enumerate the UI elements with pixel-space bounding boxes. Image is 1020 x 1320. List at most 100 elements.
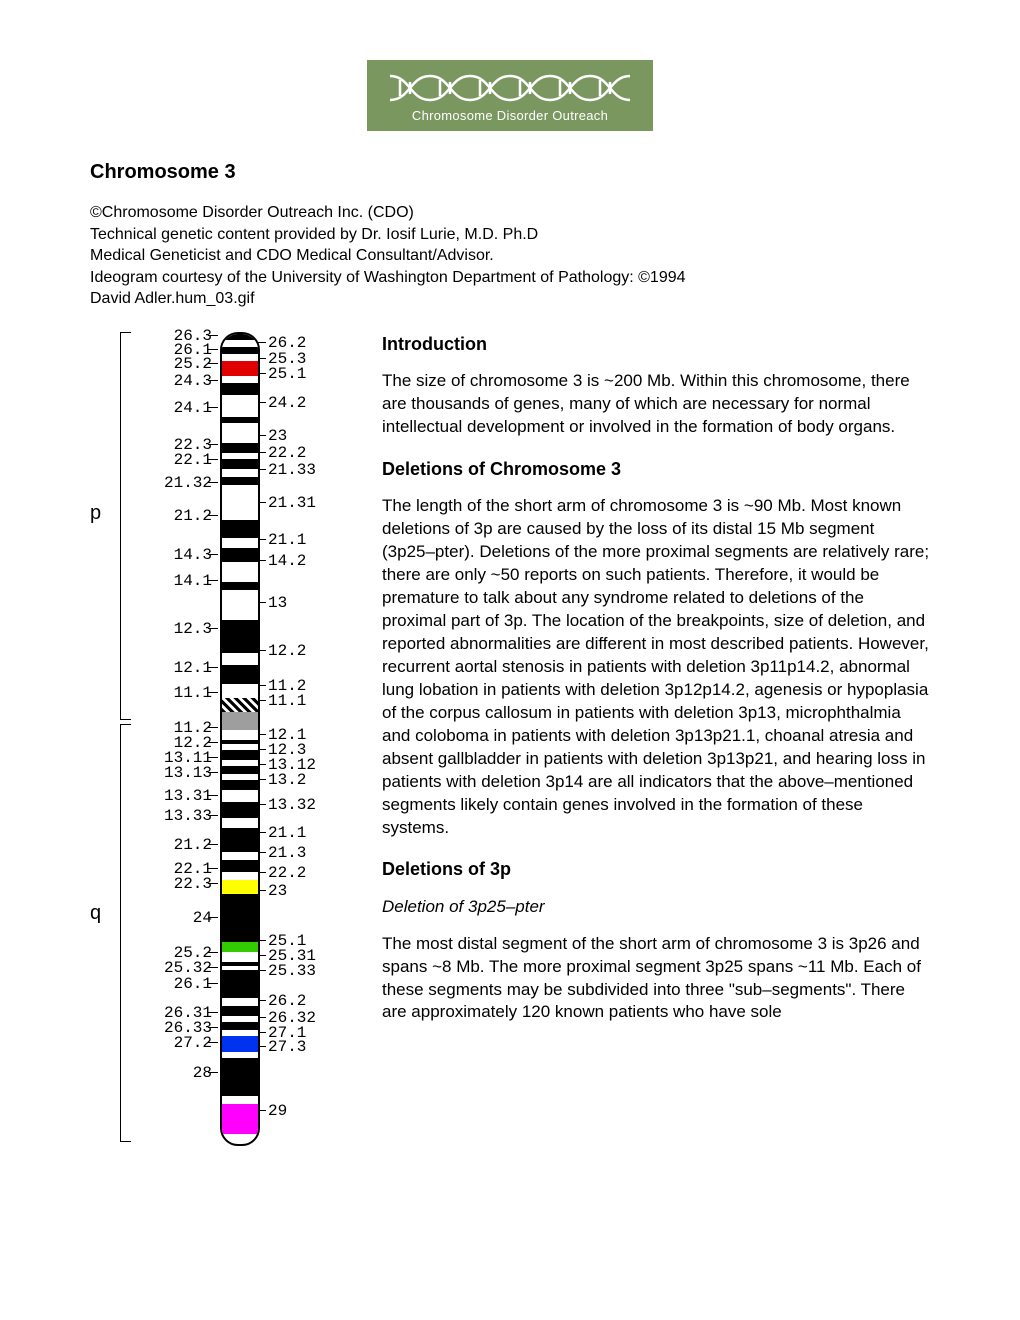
band-label-left: 12.3 (174, 620, 212, 638)
band-label-right: 22.2 (268, 444, 306, 462)
band-label-left: 21.2 (174, 507, 212, 525)
meta-line: David Adler.hum_03.gif (90, 288, 930, 310)
tick-right (258, 1000, 266, 1001)
band-label-left: 28 (193, 1064, 212, 1082)
band-label-left: 14.1 (174, 572, 212, 590)
tick-left (208, 844, 218, 845)
band-label-left: 13.31 (164, 787, 212, 805)
tick-left (208, 1012, 218, 1013)
tick-right (258, 955, 266, 956)
page: Chromosome Disorder Outreach Chromosome … (0, 0, 1020, 1182)
band-label-left: 22.3 (174, 875, 212, 893)
tick-right (258, 685, 266, 686)
tick-left (208, 380, 218, 381)
band-label-left: 26.1 (174, 975, 212, 993)
tick-left (208, 1042, 218, 1043)
band-label-left: 25.2 (174, 355, 212, 373)
deletion-3p25-heading: Deletion of 3p25–pter (382, 896, 930, 919)
band (222, 860, 258, 872)
band (222, 970, 258, 998)
intro-paragraph: The size of chromosome 3 is ~200 Mb. Wit… (382, 370, 930, 439)
tick-left (208, 459, 218, 460)
band-label-left: 24.3 (174, 372, 212, 390)
band-label-right: 13 (268, 594, 287, 612)
tick-right (258, 402, 266, 403)
tick-left (208, 515, 218, 516)
meta-line: Medical Geneticist and CDO Medical Consu… (90, 245, 930, 267)
deletions-chr3-heading: Deletions of Chromosome 3 (382, 457, 930, 481)
tick-right (258, 890, 266, 891)
tick-left (208, 757, 218, 758)
band-label-right: 29 (268, 1102, 287, 1120)
band-label-left: 11.1 (174, 684, 212, 702)
band (222, 376, 258, 383)
band-label-left: 27.2 (174, 1034, 212, 1052)
tick-right (258, 1110, 266, 1111)
band (222, 872, 258, 880)
logo: Chromosome Disorder Outreach (367, 60, 653, 131)
tick-right (258, 650, 266, 651)
centromere (222, 712, 258, 730)
band-label-right: 27.3 (268, 1038, 306, 1056)
band (222, 538, 258, 548)
band (222, 852, 258, 860)
tick-right (258, 435, 266, 436)
band (222, 818, 258, 828)
band (222, 750, 258, 760)
band (222, 443, 258, 453)
band-label-right: 22.2 (268, 864, 306, 882)
band (222, 620, 258, 653)
band-label-right: 21.33 (268, 461, 316, 479)
band (222, 383, 258, 395)
band (222, 684, 258, 698)
tick-left (208, 983, 218, 984)
band (222, 1058, 258, 1096)
tick-right (258, 852, 266, 853)
tick-right (258, 764, 266, 765)
band (222, 1096, 258, 1104)
tick-left (208, 407, 218, 408)
tick-right (258, 734, 266, 735)
band (222, 790, 258, 802)
logo-wrap: Chromosome Disorder Outreach (90, 60, 930, 131)
band (222, 766, 258, 774)
band (222, 340, 258, 347)
arm-label-q: q (90, 902, 101, 925)
tick-left (208, 1027, 218, 1028)
tick-right (258, 832, 266, 833)
tick-right (258, 560, 266, 561)
tick-left (208, 952, 218, 953)
band (222, 942, 258, 952)
band (222, 395, 258, 417)
text-column: Introduction The size of chromosome 3 is… (382, 332, 930, 1040)
tick-right (258, 358, 266, 359)
band-label-right: 23 (268, 882, 287, 900)
band (222, 361, 258, 376)
band-label-right: 13.32 (268, 796, 316, 814)
arm-bracket-q (120, 724, 121, 1142)
tick-left (208, 554, 218, 555)
band (222, 548, 258, 562)
band-label-right: 13.2 (268, 771, 306, 789)
tick-right (258, 779, 266, 780)
band (222, 780, 258, 790)
band (222, 1104, 258, 1134)
band (222, 802, 258, 818)
tick-left (208, 883, 218, 884)
tick-left (208, 917, 218, 918)
band-label-left: 13.33 (164, 807, 212, 825)
logo-text: Chromosome Disorder Outreach (385, 108, 635, 123)
tick-right (258, 342, 266, 343)
meta-block: ©Chromosome Disorder Outreach Inc. (CDO)… (90, 202, 930, 310)
band (222, 1036, 258, 1052)
tick-right (258, 804, 266, 805)
band (222, 477, 258, 485)
band (222, 880, 258, 894)
band-label-left: 22.1 (174, 451, 212, 469)
band-label-left: 13.13 (164, 764, 212, 782)
tick-left (208, 692, 218, 693)
band-label-left: 21.32 (164, 474, 212, 492)
tick-right (258, 970, 266, 971)
band (222, 469, 258, 477)
band-label-right: 25.33 (268, 962, 316, 980)
